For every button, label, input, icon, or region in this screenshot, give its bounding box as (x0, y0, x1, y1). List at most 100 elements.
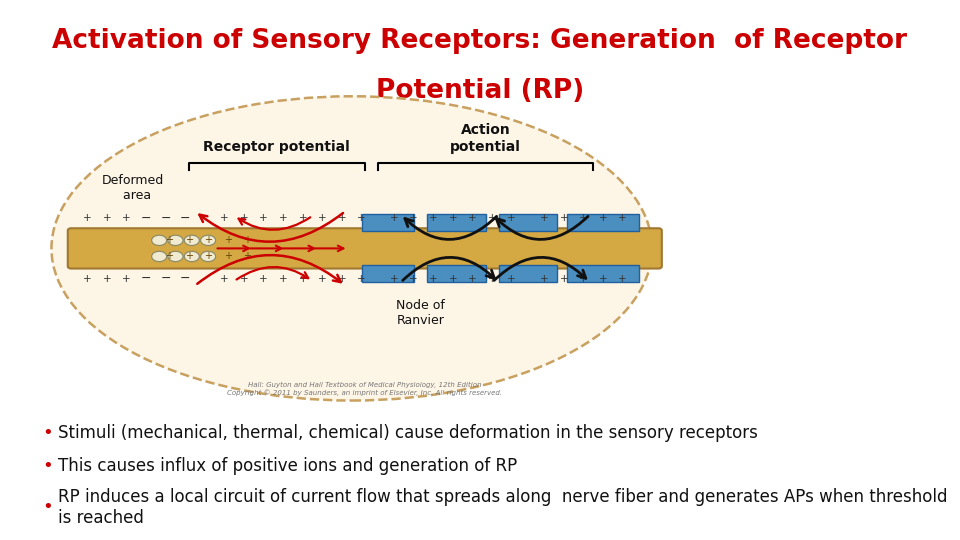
Bar (498, 265, 558, 282)
Text: RP induces a local circuit of current flow that spreads along  nerve fiber and g: RP induces a local circuit of current fl… (59, 488, 948, 526)
Text: +: + (204, 235, 212, 245)
Text: +: + (184, 252, 193, 261)
FancyArrowPatch shape (315, 246, 344, 251)
Text: −: − (180, 272, 190, 285)
FancyArrowPatch shape (494, 258, 586, 280)
Text: +: + (599, 274, 608, 284)
Text: +: + (488, 274, 496, 284)
FancyArrowPatch shape (496, 217, 588, 239)
Text: +: + (220, 213, 228, 223)
Text: Action
potential: Action potential (450, 123, 521, 153)
Text: +: + (279, 213, 287, 223)
Text: +: + (468, 274, 477, 284)
Circle shape (201, 235, 216, 246)
Text: +: + (243, 235, 252, 245)
Text: +: + (429, 274, 438, 284)
Text: Activation of Sensory Receptors: Generation  of Receptor: Activation of Sensory Receptors: Generat… (53, 28, 907, 53)
Text: +: + (318, 274, 326, 284)
Text: +: + (448, 274, 457, 284)
FancyArrowPatch shape (236, 267, 308, 280)
Text: +: + (240, 274, 249, 284)
Text: +: + (224, 252, 231, 261)
Bar (427, 265, 486, 282)
Text: +: + (390, 213, 398, 223)
Text: +: + (508, 213, 516, 223)
Text: +: + (357, 274, 366, 284)
Text: −: − (180, 212, 190, 225)
Text: +: + (103, 274, 111, 284)
FancyArrowPatch shape (239, 217, 310, 230)
Text: +: + (299, 274, 307, 284)
Text: +: + (508, 274, 516, 284)
FancyArrowPatch shape (405, 217, 496, 239)
Text: Potential (RP): Potential (RP) (376, 78, 584, 104)
Text: +: + (165, 252, 173, 261)
FancyArrowPatch shape (282, 246, 314, 251)
Circle shape (168, 251, 183, 261)
Bar (362, 265, 414, 282)
Text: +: + (240, 213, 249, 223)
Text: +: + (599, 213, 608, 223)
Text: +: + (410, 213, 418, 223)
Bar (567, 265, 639, 282)
Circle shape (152, 235, 167, 246)
Text: +: + (243, 252, 252, 261)
Bar (498, 214, 558, 232)
Text: −: − (160, 272, 171, 285)
FancyArrowPatch shape (250, 246, 281, 251)
Text: +: + (259, 213, 268, 223)
Text: +: + (122, 274, 131, 284)
Text: This causes influx of positive ions and generation of RP: This causes influx of positive ions and … (59, 457, 517, 475)
Text: +: + (618, 213, 627, 223)
Text: +: + (560, 274, 568, 284)
Circle shape (201, 251, 216, 261)
Circle shape (168, 235, 183, 246)
Text: +: + (299, 213, 307, 223)
Text: +: + (540, 274, 548, 284)
Text: +: + (204, 252, 212, 261)
Text: Node of
Ranvier: Node of Ranvier (396, 299, 444, 327)
Text: Hall: Guyton and Hall Textbook of Medical Physiology, 12th Edition
Copyright © 2: Hall: Guyton and Hall Textbook of Medica… (228, 382, 502, 396)
FancyArrowPatch shape (200, 213, 343, 242)
Text: +: + (448, 213, 457, 223)
Text: +: + (540, 213, 548, 223)
Text: +: + (429, 213, 438, 223)
Text: +: + (220, 274, 228, 284)
Circle shape (184, 235, 200, 246)
Circle shape (184, 251, 200, 261)
Bar (362, 214, 414, 232)
Text: +: + (84, 274, 91, 284)
Bar (427, 214, 486, 232)
Text: +: + (224, 235, 231, 245)
Text: •: • (42, 424, 53, 442)
Text: +: + (165, 235, 173, 245)
Text: −: − (160, 212, 171, 225)
Text: +: + (122, 213, 131, 223)
FancyArrowPatch shape (197, 255, 341, 284)
Bar (567, 214, 639, 232)
Text: +: + (618, 274, 627, 284)
Ellipse shape (52, 96, 652, 401)
Text: −: − (141, 272, 152, 285)
FancyArrowPatch shape (217, 246, 249, 251)
Text: +: + (184, 235, 193, 245)
Text: Receptor potential: Receptor potential (204, 139, 350, 153)
Text: +: + (103, 213, 111, 223)
Text: +: + (579, 274, 588, 284)
Text: Deformed
  area: Deformed area (102, 174, 164, 202)
Text: •: • (42, 498, 53, 516)
Text: +: + (279, 274, 287, 284)
Text: Stimuli (mechanical, thermal, chemical) cause deformation in the sensory recepto: Stimuli (mechanical, thermal, chemical) … (59, 424, 758, 442)
FancyArrowPatch shape (402, 258, 494, 280)
Text: +: + (259, 274, 268, 284)
Text: +: + (488, 213, 496, 223)
Text: +: + (579, 213, 588, 223)
Text: +: + (468, 213, 477, 223)
Text: +: + (338, 274, 347, 284)
FancyBboxPatch shape (68, 228, 661, 268)
Text: −: − (141, 212, 152, 225)
Circle shape (152, 251, 167, 261)
Text: +: + (357, 213, 366, 223)
Text: +: + (338, 213, 347, 223)
Text: +: + (390, 274, 398, 284)
